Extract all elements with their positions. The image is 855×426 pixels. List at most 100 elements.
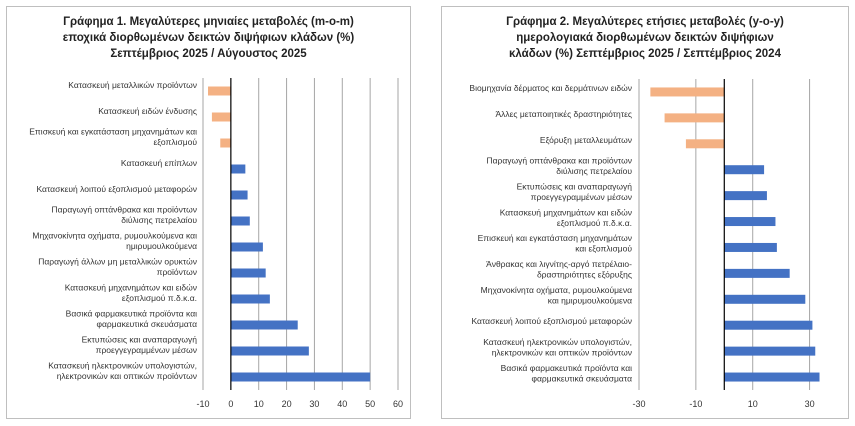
- category-label-line: προϊόντων: [157, 267, 197, 277]
- bar: [230, 320, 298, 330]
- category-label-line: προεγγεγραμμένων μέσων: [96, 345, 197, 355]
- tick-label: 10: [254, 399, 264, 409]
- category-label: Βασικά φαρμακευτικά προϊόντα και φαρμακευ…: [501, 363, 632, 384]
- category-label: Παραγωγή οπτάνθρακα και προϊόντων διύλιση…: [486, 155, 632, 176]
- bar: [230, 294, 270, 304]
- category-label: Εκτυπώσεις και αναπαραγωγή προεγγεγραμμέν…: [517, 181, 633, 202]
- category-label-line: διύλισης πετρελαίου: [556, 166, 632, 176]
- category-label: Κατασκευή μηχανημάτων και ειδών εξοπλισμο…: [65, 283, 197, 304]
- category-label-line: Βασικά φαρμακευτικά προϊόντα και: [501, 363, 632, 373]
- tick-label: 50: [365, 399, 375, 409]
- bar: [211, 112, 231, 122]
- tick-label: -10: [196, 399, 209, 409]
- category-label-line: εξοπλισμού π.δ.κ.α.: [122, 293, 197, 303]
- bar: [724, 217, 776, 227]
- bar: [230, 190, 248, 200]
- tick-label: 30: [805, 399, 815, 409]
- tick-label: 60: [393, 399, 403, 409]
- category-label-line: Επισκευή και εγκατάσταση μηχανημάτων και: [29, 127, 197, 137]
- bar: [724, 372, 820, 382]
- bar-chart-monthly: Κατασκευή μεταλλικών προϊόντων Κατασκευή …: [29, 78, 403, 409]
- category-label-line: Άνθρακας και λιγνίτης-αργό πετρέλαιο-: [486, 259, 632, 269]
- bar: [724, 242, 777, 252]
- chart-panel-monthly: Γράφημα 1. Μεγαλύτερες μηνιαίες μεταβολέ…: [6, 6, 411, 419]
- tick-label: 0: [228, 399, 233, 409]
- chart-title-line: κλάδων (%) Σεπτέμβριος 2025 / Σεπτέμβριο…: [509, 48, 781, 60]
- category-label-line: Κατασκευή λοιπού εξοπλισμού μεταφορών: [471, 316, 632, 326]
- category-label: Κατασκευή λοιπού εξοπλισμού μεταφορών: [36, 184, 197, 194]
- category-label-line: Παραγωγή οπτάνθρακα και προϊόντων: [51, 205, 197, 215]
- category-label-line: Εξόρυξη μεταλλευμάτων: [540, 135, 632, 145]
- category-label-line: Κατασκευή λοιπού εξοπλισμού μεταφορών: [36, 184, 197, 194]
- category-label: Επισκευή και εγκατάσταση μηχανημάτων και…: [29, 127, 197, 148]
- tick-label: -10: [689, 399, 702, 409]
- category-label-line: εξοπλισμού π.δ.κ.α.: [557, 218, 632, 228]
- category-label: Επισκευή και εγκατάσταση μηχανημάτων και …: [478, 233, 633, 254]
- category-label: Μηχανοκίνητα οχήματα, ρυμουλκούμενα και η…: [481, 285, 632, 306]
- category-label: Κατασκευή ηλεκτρονικών υπολογιστών, ηλεκτ…: [48, 361, 197, 382]
- category-label-line: Εκτυπώσεις και αναπαραγωγή: [517, 181, 633, 191]
- category-label: Κατασκευή επίπλων: [121, 158, 197, 168]
- category-label: Παραγωγή οπτάνθρακα και προϊόντων διύλιση…: [51, 205, 197, 226]
- bar: [724, 268, 790, 278]
- chart-title-monthly: Γράφημα 1. Μεγαλύτερες μηνιαίες μεταβολέ…: [7, 14, 410, 62]
- chart-title-yearly: Γράφημα 2. Μεγαλύτερες ετήσιες μεταβολές…: [442, 14, 848, 62]
- category-label: Κατασκευή μηχανημάτων και ειδών εξοπλισμο…: [500, 207, 632, 228]
- category-label: Εκτυπώσεις και αναπαραγωγή προεγγεγραμμέν…: [82, 335, 198, 356]
- category-label-line: ημιρυμουλκούμενα: [126, 241, 197, 251]
- category-label-line: Κατασκευή μηχανημάτων και ειδών: [500, 207, 632, 217]
- chart-title-line: εποχικά διορθωμένων δεικτών διψήφιων κλά…: [62, 32, 355, 44]
- bar: [230, 346, 309, 356]
- category-label-line: Βιομηχανία δέρματος και δερμάτινων ειδών: [469, 83, 632, 93]
- category-label: Κατασκευή μεταλλικών προϊόντων: [68, 80, 197, 90]
- category-label: Εξόρυξη μεταλλευμάτων: [540, 135, 632, 145]
- bar: [724, 165, 765, 175]
- chart-title-line: Γράφημα 2. Μεγαλύτερες ετήσιες μεταβολές…: [506, 16, 784, 28]
- tick-label: 30: [309, 399, 319, 409]
- bar: [650, 87, 725, 97]
- category-label-line: Μηχανοκίνητα οχήματα, ρυμουλκούμενα και: [32, 231, 197, 241]
- chart-title-line: Σεπτέμβριος 2025 / Αύγουστος 2025: [110, 48, 307, 60]
- bar: [724, 294, 806, 304]
- bar: [724, 191, 767, 201]
- category-label-line: Παραγωγή οπτάνθρακα και προϊόντων: [486, 155, 632, 165]
- bar: [230, 242, 263, 252]
- category-label-line: Παραγωγή άλλων μη μεταλλικών ορυκτών: [38, 257, 197, 267]
- category-label-line: δραστηριότητες εξόρυξης: [537, 270, 632, 280]
- chart-title-line: Γράφημα 1. Μεγαλύτερες μηνιαίες μεταβολέ…: [63, 16, 354, 28]
- bar: [724, 320, 813, 330]
- bar: [220, 138, 231, 148]
- tick-label: -30: [632, 399, 645, 409]
- category-label: Κατασκευή ειδών ένδυσης: [98, 106, 197, 116]
- category-label-line: και εξοπλισμού: [575, 244, 632, 254]
- category-label-line: Κατασκευή επίπλων: [121, 158, 197, 168]
- tick-label: 40: [337, 399, 347, 409]
- category-label: Κατασκευή ηλεκτρονικών υπολογιστών, ηλεκτ…: [483, 337, 632, 358]
- category-label-line: διύλισης πετρελαίου: [121, 215, 197, 225]
- category-label-line: Κατασκευή μεταλλικών προϊόντων: [68, 80, 197, 90]
- category-label-line: Μηχανοκίνητα οχήματα, ρυμουλκούμενα: [481, 285, 632, 295]
- chart-title-line: ημερολογιακά διορθωμένων δεικτών διψήφιω…: [516, 32, 774, 44]
- category-label: Βασικά φαρμακευτικά προϊόντα και φαρμακευ…: [66, 309, 197, 330]
- bar: [230, 216, 250, 226]
- category-label-line: Κατασκευή ηλεκτρονικών υπολογιστών,: [483, 337, 632, 347]
- bar: [230, 372, 371, 382]
- category-label-line: Κατασκευή ειδών ένδυσης: [98, 106, 197, 116]
- tick-label: 10: [748, 399, 758, 409]
- category-label-line: Βασικά φαρμακευτικά προϊόντα και: [66, 309, 197, 319]
- category-label-line: Εκτυπώσεις και αναπαραγωγή: [82, 335, 198, 345]
- category-label-line: και ημιρυμουλκούμενα: [548, 296, 632, 306]
- bar: [230, 268, 266, 278]
- tick-label: 20: [282, 399, 292, 409]
- category-label: Παραγωγή άλλων μη μεταλλικών ορυκτών προϊ…: [38, 257, 197, 278]
- category-label-line: ηλεκτρονικών και οπτικών προϊόντων: [492, 347, 632, 357]
- category-label-line: προεγγεγραμμένων μέσων: [531, 192, 632, 202]
- bar: [208, 86, 231, 96]
- category-label-line: φαρμακευτικά σκευάσματα: [532, 373, 633, 383]
- category-label-line: Άλλες μεταποιητικές δραστηριότητες: [495, 109, 632, 119]
- bar-chart-yearly: Βιομηχανία δέρματος και δερμάτινων ειδών…: [469, 79, 820, 409]
- category-label: Κατασκευή λοιπού εξοπλισμού μεταφορών: [471, 316, 632, 326]
- chart-panel-yearly: Γράφημα 2. Μεγαλύτερες ετήσιες μεταβολές…: [441, 6, 849, 419]
- category-label-line: Επισκευή και εγκατάσταση μηχανημάτων: [478, 233, 632, 243]
- category-label-line: φαρμακευτικά σκευάσματα: [97, 319, 198, 329]
